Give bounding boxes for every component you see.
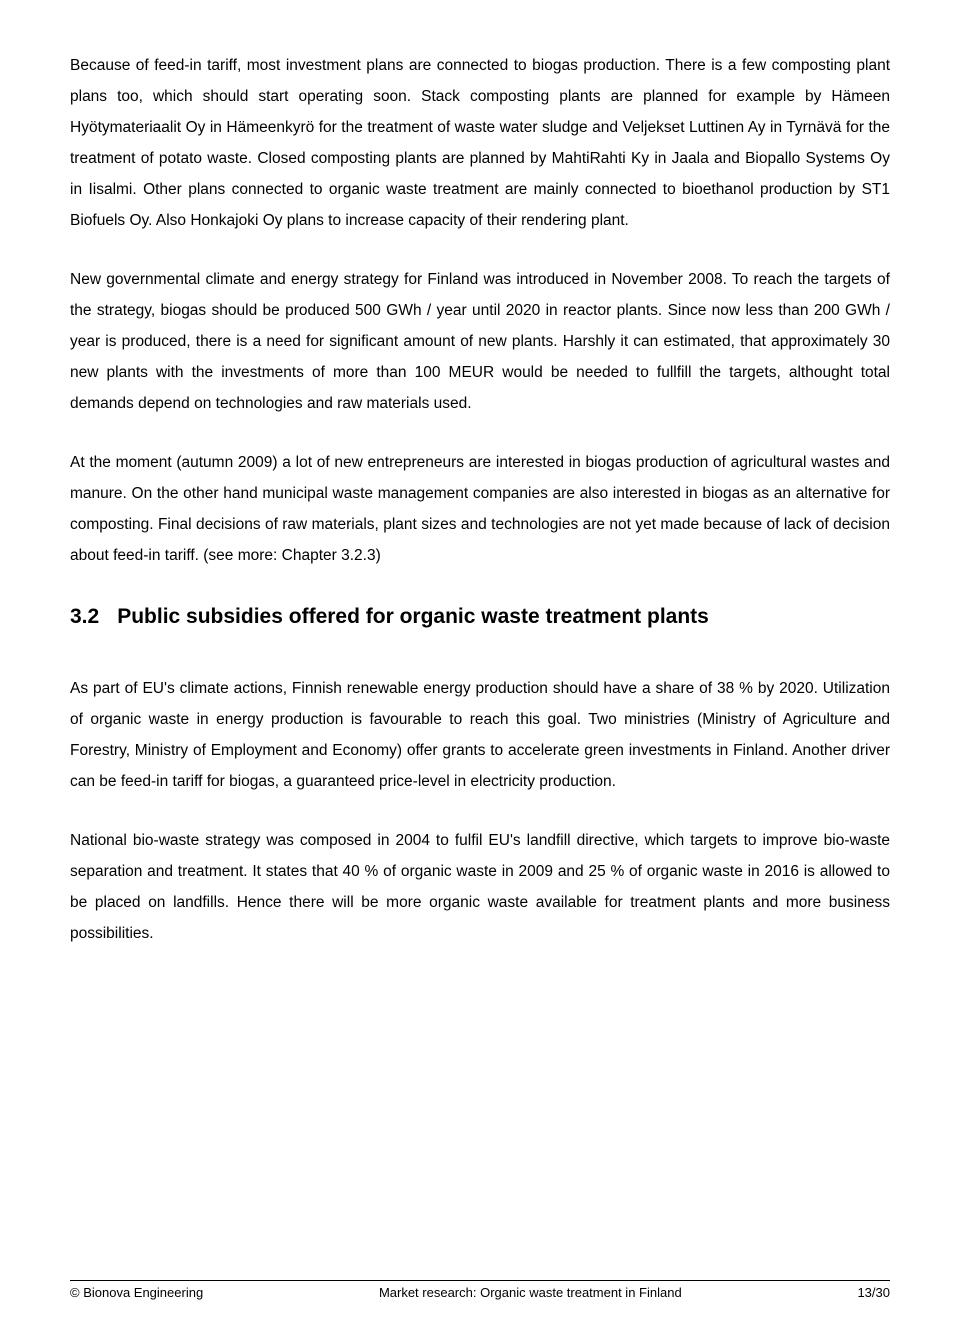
footer-copyright: © Bionova Engineering (70, 1285, 203, 1300)
paragraph-4: As part of EU's climate actions, Finnish… (70, 673, 890, 797)
paragraph-2: New governmental climate and energy stra… (70, 264, 890, 419)
page-container: Because of feed-in tariff, most investme… (0, 0, 960, 1340)
footer-page-number: 13/30 (857, 1285, 890, 1300)
paragraph-1: Because of feed-in tariff, most investme… (70, 50, 890, 236)
paragraph-3: At the moment (autumn 2009) a lot of new… (70, 447, 890, 571)
section-number: 3.2 (70, 605, 99, 629)
section-title: Public subsidies offered for organic was… (117, 605, 709, 628)
footer-title: Market research: Organic waste treatment… (203, 1285, 857, 1300)
section-heading: 3.2 Public subsidies offered for organic … (70, 605, 890, 629)
paragraph-5: National bio-waste strategy was composed… (70, 825, 890, 949)
page-footer: © Bionova Engineering Market research: O… (70, 1280, 890, 1300)
